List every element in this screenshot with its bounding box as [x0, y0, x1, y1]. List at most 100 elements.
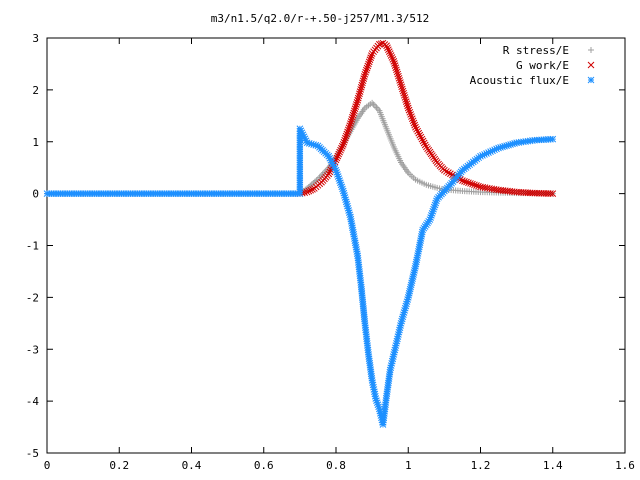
data-point: [344, 126, 352, 134]
data-point: [303, 188, 311, 196]
data-point: [365, 58, 373, 66]
data-point: [373, 104, 380, 111]
data-point: [445, 169, 452, 176]
data-point: [367, 54, 375, 62]
data-point: [335, 150, 343, 158]
data-point: [345, 124, 353, 132]
legend-label: Acoustic flux/E: [470, 74, 569, 87]
data-point: [350, 109, 358, 117]
data-point: [342, 134, 349, 142]
data-point: [344, 128, 351, 136]
data-point: [338, 142, 346, 150]
data-point: [368, 52, 375, 59]
data-point: [354, 96, 362, 104]
y-tick-label: -4: [26, 395, 40, 408]
data-point: [404, 104, 412, 112]
data-point: [414, 127, 421, 135]
data-point: [333, 154, 341, 162]
data-point: [347, 118, 355, 125]
data-point: [397, 81, 405, 89]
legend-label: R stress/E: [503, 44, 569, 57]
data-point: [360, 73, 368, 80]
data-point: [393, 66, 400, 74]
data-point: [441, 166, 448, 174]
legend-marker: [588, 47, 594, 53]
data-point: [401, 94, 409, 101]
data-point: [387, 52, 395, 59]
data-point: [415, 129, 423, 137]
series-2: [43, 125, 557, 428]
y-tick-label: 2: [32, 84, 39, 97]
data-point: [408, 115, 416, 123]
data-point: [355, 92, 363, 100]
data-point: [362, 68, 369, 76]
data-point: [363, 64, 371, 72]
data-point: [340, 138, 348, 146]
data-point: [396, 77, 404, 84]
data-point: [459, 177, 466, 185]
data-point: [334, 152, 342, 160]
data-point: [326, 168, 334, 176]
y-tick-label: -2: [26, 291, 39, 304]
data-point: [461, 177, 468, 185]
axis-ticks: 0 0.2 0.4 0.6 0.8 1 1.2 1.4 1.6 3 2 1 0 -1 -2 -3 -4 -5: [26, 32, 635, 472]
x-tick-label: 0.6: [254, 459, 274, 472]
chart-marks: [43, 39, 557, 428]
data-point: [347, 120, 354, 127]
data-point: [463, 178, 470, 186]
data-point: [386, 50, 394, 57]
data-point: [402, 96, 409, 103]
data-point: [390, 57, 398, 65]
data-point: [370, 101, 377, 108]
data-point: [348, 115, 356, 123]
data-point: [475, 182, 482, 190]
data-point: [351, 105, 359, 113]
data-point: [392, 64, 400, 72]
legend-marker: [587, 76, 595, 84]
data-point: [407, 111, 415, 118]
x-tick-label: 1.4: [543, 459, 563, 472]
data-point: [413, 125, 420, 133]
data-point: [366, 56, 374, 64]
data-point: [362, 66, 370, 74]
data-point: [421, 141, 429, 149]
y-tick-label: -1: [26, 240, 39, 253]
y-tick-label: 0: [32, 188, 39, 201]
data-point: [351, 107, 358, 115]
y-tick-label: 1: [32, 136, 39, 149]
data-point: [307, 186, 315, 194]
data-point: [389, 56, 397, 63]
data-point: [408, 113, 415, 120]
data-point: [473, 182, 480, 189]
data-point: [339, 140, 347, 148]
x-tick-label: 0: [44, 459, 51, 472]
x-tick-label: 0.8: [326, 459, 346, 472]
legend-label: G work/E: [516, 59, 569, 72]
data-point: [385, 46, 392, 54]
data-point: [399, 87, 407, 95]
data-point: [402, 98, 410, 106]
data-point: [393, 68, 401, 76]
data-point: [358, 81, 366, 89]
data-point: [356, 88, 364, 95]
data-point: [325, 170, 333, 178]
x-tick-label: 0.2: [109, 459, 129, 472]
data-point: [469, 180, 476, 188]
data-point: [385, 48, 393, 55]
data-point: [467, 180, 474, 187]
data-point: [471, 181, 478, 189]
data-point: [338, 144, 345, 152]
data-point: [356, 90, 363, 98]
legend-marker: [587, 61, 595, 69]
data-point: [349, 113, 356, 121]
data-point: [353, 99, 361, 106]
data-point: [549, 135, 557, 143]
data-point: [412, 123, 419, 131]
x-tick-label: 1.6: [615, 459, 635, 472]
data-point: [416, 131, 424, 139]
data-point: [359, 79, 366, 87]
data-point: [383, 42, 390, 50]
data-point: [465, 179, 472, 187]
data-point: [443, 168, 450, 175]
